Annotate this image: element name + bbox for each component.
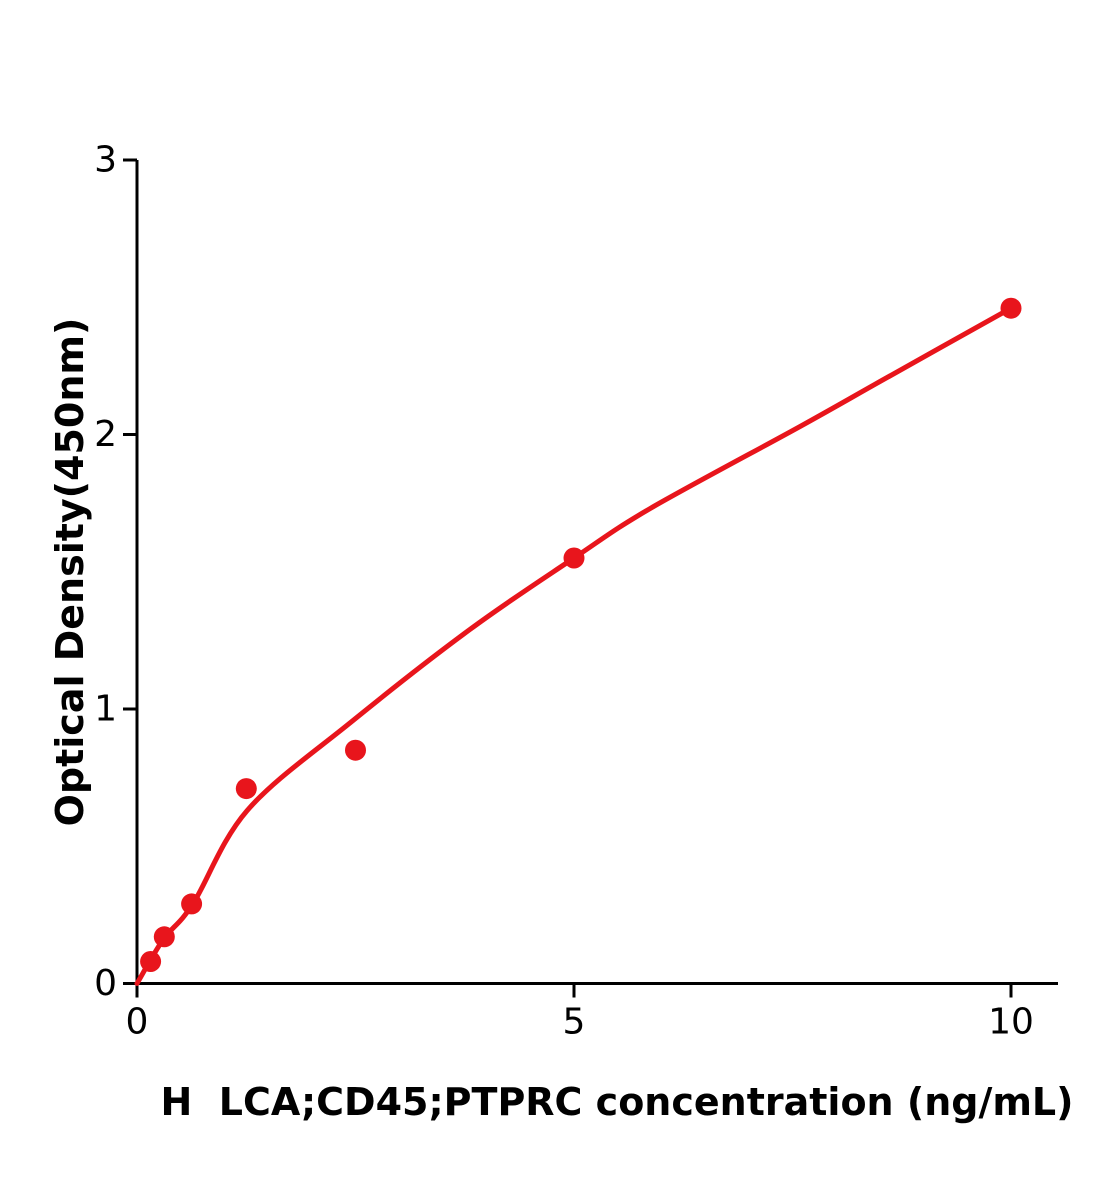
data-point	[345, 739, 366, 761]
data-point	[1000, 297, 1022, 319]
data-point	[235, 778, 257, 800]
data-point	[181, 893, 203, 915]
y-axis-label: Optical Density(450nm)	[48, 317, 92, 827]
y-tick-label: 3	[94, 140, 117, 181]
x-tick-label: 5	[563, 1002, 586, 1043]
y-tick-label: 1	[94, 689, 117, 730]
x-tick-label: 10	[988, 1002, 1034, 1043]
y-tick-label: 2	[94, 414, 117, 455]
y-tick-label: 0	[94, 963, 117, 1004]
fitted-curve	[134, 305, 1014, 986]
data-point	[153, 926, 175, 948]
data-point	[563, 547, 585, 569]
x-tick-label: 0	[126, 1002, 149, 1043]
x-axis-label: H LCA;CD45;PTPRC concentration (ng/mL)	[160, 1080, 1074, 1124]
data-point	[140, 951, 162, 972]
